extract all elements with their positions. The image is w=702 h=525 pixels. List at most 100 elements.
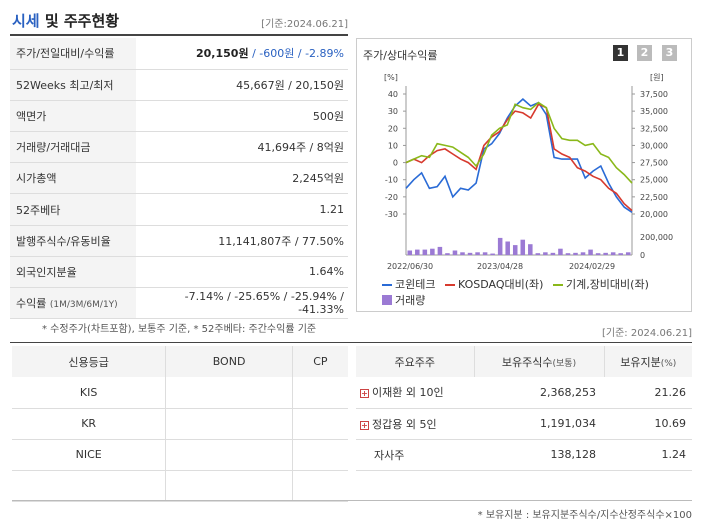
holder-name: 이재환 외 10인 — [372, 386, 444, 400]
return-periods: (1M/3M/6M/1Y) — [49, 300, 118, 311]
info-key: 주가/전일대비/수익률 — [10, 38, 136, 70]
info-key: 액면가 — [10, 100, 136, 133]
info-value: 500원 — [136, 100, 348, 133]
info-value: -7.14% / -25.65% / -25.94% / -41.33% — [136, 287, 348, 320]
col-header: BOND — [165, 346, 293, 377]
legend-label: 기계,장비대비(좌) — [565, 278, 649, 291]
info-key: 52주베타 — [10, 193, 136, 226]
info-value: 2,245억원 — [136, 162, 348, 195]
holder-shares: 2,368,253 — [474, 377, 604, 409]
info-row: 주가/전일대비/수익률 20,150원 / -600원 / -2.89% — [10, 38, 348, 70]
holder-pct: 21.26 — [604, 377, 692, 409]
section-header: 시세 및 주주현황 [기준:2024.06.21] — [10, 8, 348, 36]
table-cell — [165, 439, 293, 471]
col-header-text: 보유주식수 — [501, 355, 553, 369]
holder-name: 정갑용 외 5인 — [372, 417, 437, 431]
divider — [10, 342, 692, 343]
price-rate: / -2.89% — [294, 47, 344, 61]
info-row: 액면가 500원 — [10, 100, 348, 133]
table-row: 자사주 138,128 1.24 — [356, 439, 692, 471]
return-label: 수익률 — [16, 297, 47, 311]
info-key: 52Weeks 최고/최저 — [10, 69, 136, 101]
table-cell — [292, 408, 348, 440]
legend-label: KOSDAQ대비(좌) — [457, 278, 544, 291]
table-row: + 이재환 외 10인 2,368,253 21.26 — [356, 377, 692, 409]
table-cell — [292, 439, 348, 471]
info-value: 45,667원 / 20,150원 — [136, 69, 348, 101]
chart-legend: 코윈테크 KOSDAQ대비(좌) 기계,장비대비(좌) 거래량 — [382, 276, 692, 308]
table-row: KR — [12, 408, 348, 440]
price-change: / -600원 — [248, 47, 295, 61]
chart-page-1-button[interactable]: 1 — [613, 45, 628, 61]
table-cell — [292, 377, 348, 409]
legend-item: 코윈테크 — [382, 276, 435, 292]
section-title: 시세 및 주주현황 — [12, 10, 119, 31]
footnote-holders: * 보유지분 : 보유지분주식수/지수산정주식수×100 — [477, 510, 692, 521]
col-header: 보유지분(%) — [604, 346, 692, 377]
holder-shares: 1,191,034 — [474, 408, 604, 440]
info-key: 거래량/거래대금 — [10, 131, 136, 164]
legend-label: 코윈테크 — [395, 278, 436, 291]
table-cell — [165, 377, 293, 409]
info-value: 41,694주 / 8억원 — [136, 131, 348, 164]
table-row — [12, 470, 348, 502]
table-cell: NICE — [12, 439, 167, 471]
info-row: 52주베타 1.21 — [10, 193, 348, 226]
title-price: 시세 — [12, 12, 40, 30]
legend-item: KOSDAQ대비(좌) — [444, 276, 544, 292]
table-header: 주요주주 보유주식수(보통) 보유지분(%) — [356, 346, 692, 377]
info-row: 수익률 (1M/3M/6M/1Y) -7.14% / -25.65% / -25.… — [10, 287, 348, 320]
info-row: 발행주식수/유동비율 11,141,807주 / 77.50% — [10, 225, 348, 257]
base-date-2: [기준: 2024.06.21] — [601, 328, 692, 339]
legend-item: 거래량 — [382, 292, 425, 308]
holder-cell: + 이재환 외 10인 — [356, 377, 474, 409]
col-header: 주요주주 — [356, 346, 475, 377]
expand-icon[interactable]: + — [360, 389, 369, 399]
legend-label: 거래량 — [395, 294, 426, 307]
info-row: 시가총액 2,245억원 — [10, 162, 348, 195]
table-header: 신용등급 BOND CP — [12, 346, 348, 377]
col-header-sub: (%) — [660, 358, 677, 369]
holder-name: 자사주 — [356, 439, 474, 471]
table-row: KIS — [12, 377, 348, 409]
info-value: 20,150원 / -600원 / -2.89% — [136, 38, 348, 70]
legend-swatch — [382, 284, 392, 286]
legend-swatch — [382, 295, 392, 305]
chart-page-2-button[interactable]: 2 — [637, 45, 652, 61]
col-header: 신용등급 — [12, 346, 167, 377]
credit-rating-table: 신용등급 BOND CP KIS KR NICE — [12, 346, 348, 502]
info-row: 거래량/거래대금 41,694주 / 8억원 — [10, 131, 348, 164]
shareholder-table: 주요주주 보유주식수(보통) 보유지분(%) + 이재환 외 10인 2,368,… — [356, 346, 692, 471]
table-cell — [12, 470, 167, 502]
chart-page-3-button[interactable]: 3 — [662, 45, 677, 61]
table-cell: KR — [12, 408, 167, 440]
legend-swatch — [444, 284, 455, 286]
footnote-price: * 수정주가(차트포함), 보통주 기준, * 52주베타: 주간수익률 기준 — [42, 324, 317, 335]
table-cell — [165, 408, 293, 440]
holder-shares: 138,128 — [474, 439, 604, 471]
info-key: 외국인지분율 — [10, 256, 136, 289]
chart-panel: 주가/상대수익률 1 2 3 — [356, 38, 692, 312]
holder-pct: 1.24 — [604, 439, 692, 471]
info-row: 외국인지분율 1.64% — [10, 256, 348, 289]
expand-icon[interactable]: + — [360, 420, 369, 430]
chart-title: 주가/상대수익률 — [363, 49, 438, 62]
legend-item: 기계,장비대비(좌) — [552, 276, 649, 292]
table-cell: KIS — [12, 377, 167, 409]
title-holders: 및 주주현황 — [39, 12, 120, 30]
info-value: 1.64% — [136, 256, 348, 289]
table-row: + 정갑용 외 5인 1,191,034 10.69 — [356, 408, 692, 440]
info-row: 52Weeks 최고/최저 45,667원 / 20,150원 — [10, 69, 348, 101]
col-header: CP — [292, 346, 348, 377]
legend-swatch — [552, 284, 563, 286]
col-header-text: 보유지분 — [620, 355, 661, 369]
table-cell — [165, 470, 293, 502]
holder-cell: + 정갑용 외 5인 — [356, 408, 474, 440]
holder-pct: 10.69 — [604, 408, 692, 440]
info-key: 시가총액 — [10, 162, 136, 195]
divider — [12, 500, 692, 501]
info-key: 수익률 (1M/3M/6M/1Y) — [10, 287, 136, 320]
table-row: NICE — [12, 439, 348, 471]
current-price: 20,150원 — [196, 47, 249, 61]
col-header-sub: (보통) — [552, 358, 577, 369]
